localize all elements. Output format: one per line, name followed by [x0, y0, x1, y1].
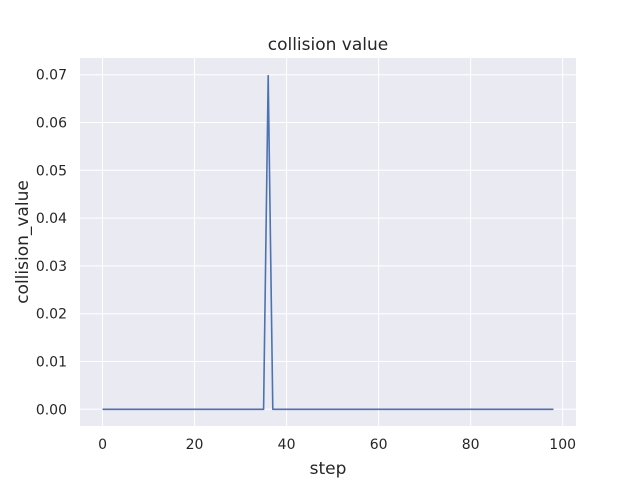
- x-tick-label: 80: [462, 437, 480, 453]
- grid-lines: [80, 58, 576, 426]
- chart-title: collision value: [268, 35, 389, 55]
- x-tick-label: 0: [98, 437, 107, 453]
- y-tick-label: 0.07: [36, 68, 67, 84]
- series-line: [102, 74, 554, 411]
- plot-area: [80, 58, 576, 426]
- y-tick-label: 0.06: [36, 116, 67, 132]
- y-tick-label: 0.02: [36, 307, 67, 323]
- tick-labels: 0 20 40 60 80 100 0.00 0.01 0.02 0.03 0.04 0.05 0.06…: [36, 68, 576, 453]
- y-axis-label: collision_value: [13, 180, 33, 304]
- series-layer: [102, 74, 554, 411]
- x-tick-label: 100: [549, 437, 576, 453]
- x-tick-label: 60: [370, 437, 388, 453]
- y-tick-label: 0.05: [36, 163, 67, 179]
- x-tick-label: 20: [186, 437, 204, 453]
- x-tick-label: 40: [278, 437, 296, 453]
- y-tick-label: 0.01: [36, 354, 67, 370]
- y-tick-label: 0.00: [36, 402, 67, 418]
- x-axis-label: step: [310, 459, 347, 479]
- y-tick-label: 0.03: [36, 259, 67, 275]
- y-tick-label: 0.04: [36, 211, 67, 227]
